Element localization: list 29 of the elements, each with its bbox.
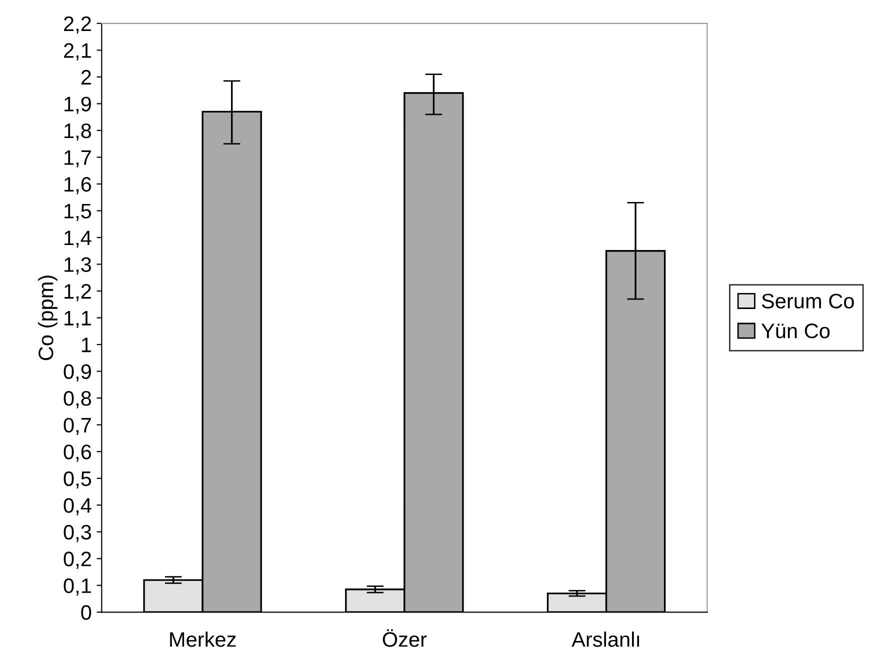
y-tick-label: 0,2 <box>64 552 91 569</box>
y-axis-title: Co (ppm) <box>38 276 58 360</box>
x-tick-label: Arslanlı <box>572 632 640 647</box>
y-tick-label: 1,6 <box>64 176 92 194</box>
y-tick-label: 0,6 <box>64 444 92 462</box>
y-tick-label: 1,7 <box>64 150 91 168</box>
y-tick-label: 2 <box>81 70 91 84</box>
legend-label: Yün Co <box>761 324 830 338</box>
y-tick-label: 0,9 <box>64 364 91 382</box>
x-tick-label: Özer <box>382 629 427 647</box>
legend-label: Serum Co <box>762 294 854 308</box>
y-tick-label: 0,1 <box>64 578 91 596</box>
y-tick-label: 2,2 <box>64 16 91 34</box>
y-tick-label: 1,5 <box>64 204 92 221</box>
y-tick-label: 1,9 <box>64 96 91 114</box>
y-tick-label: 2,1 <box>64 43 91 60</box>
x-tick-label: Merkez <box>170 632 236 647</box>
y-tick-label: 1,2 <box>64 284 91 302</box>
y-tick-label: 0,5 <box>64 471 92 489</box>
y-tick-label: 0 <box>81 605 92 620</box>
y-tick-label: 0,8 <box>64 391 92 408</box>
y-tick-label: 1,3 <box>64 257 92 274</box>
y-tick-label: 1 <box>82 338 91 352</box>
y-tick-label: 0,4 <box>64 498 92 516</box>
y-tick-label: 0,3 <box>64 524 92 542</box>
y-tick-label: 0,7 <box>64 418 91 436</box>
y-tick-label: 1,1 <box>64 310 91 328</box>
y-tick-label: 1,8 <box>64 123 92 141</box>
y-tick-label: 1,4 <box>64 230 92 248</box>
